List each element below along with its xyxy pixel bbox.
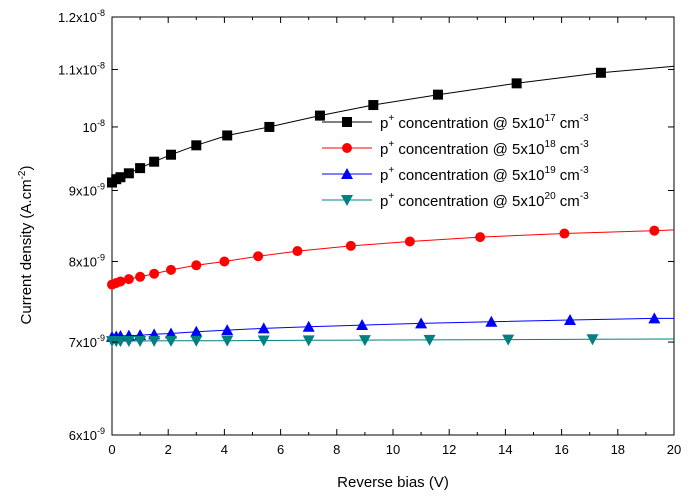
- legend-entry: p+ concentration @ 5x1017 cm-3: [322, 113, 589, 132]
- data-point: [358, 335, 371, 347]
- data-point: [648, 312, 661, 324]
- data-point: [302, 320, 315, 332]
- data-point: [221, 335, 234, 347]
- x-tick-label: 12: [442, 442, 456, 457]
- data-point: [115, 172, 126, 183]
- data-point: [292, 246, 303, 257]
- x-tick-label: 2: [165, 442, 172, 457]
- plot-area: [111, 16, 675, 436]
- legend-label: p+ concentration @ 5x1018 cm-3: [380, 139, 589, 158]
- x-tick-label: 18: [611, 442, 625, 457]
- y-tick-label: 10-8: [83, 118, 105, 135]
- legend-label: p+ concentration @ 5x1019 cm-3: [380, 165, 589, 184]
- data-point: [115, 276, 126, 287]
- data-point: [404, 236, 415, 247]
- data-point: [423, 334, 436, 346]
- series-line: [112, 338, 675, 342]
- y-tick-label: 8x10-9: [69, 253, 105, 270]
- series-layer: [106, 65, 675, 348]
- data-point: [257, 335, 270, 347]
- data-point: [264, 121, 275, 132]
- y-tick-label: 7x10-9: [69, 333, 105, 350]
- legend: p+ concentration @ 5x1017 cm-3 p+ concent…: [322, 113, 589, 210]
- data-point: [221, 324, 234, 336]
- y-tick-label: 9x10-9: [69, 181, 105, 198]
- data-point: [122, 336, 135, 348]
- x-tick-label: 10: [386, 442, 400, 457]
- data-point: [219, 256, 230, 267]
- data-point: [595, 67, 606, 78]
- data-point: [502, 334, 515, 346]
- series-2: [107, 225, 675, 290]
- legend-marker: [341, 168, 353, 179]
- plot-frame: [111, 16, 675, 436]
- axes-layer: 0 2 4 6 8 10 12 14 16 18 20 6x10-9 7x10-9 8x10-9 9x10-…: [58, 8, 681, 457]
- data-point: [165, 335, 178, 347]
- legend-label: p+ concentration @ 5x1017 cm-3: [380, 113, 589, 132]
- data-point: [191, 260, 202, 271]
- legend-marker: [342, 117, 352, 127]
- x-tick-label: 8: [333, 442, 340, 457]
- series-4: [106, 334, 675, 348]
- data-point: [135, 271, 146, 282]
- x-tick-label: 14: [498, 442, 512, 457]
- data-point: [114, 336, 127, 348]
- data-point: [368, 100, 379, 111]
- data-point: [123, 168, 134, 179]
- data-point: [511, 78, 522, 89]
- x-tick-label: 4: [221, 442, 228, 457]
- data-point: [148, 335, 161, 347]
- data-point: [134, 336, 147, 348]
- y-tick-label: 1.1x10-8: [58, 60, 105, 77]
- x-tick-label: 6: [277, 442, 284, 457]
- legend-label: p+ concentration @ 5x1020 cm-3: [380, 191, 589, 210]
- data-point: [314, 110, 325, 121]
- x-axis-label: Reverse bias (V): [337, 474, 449, 491]
- legend-marker: [341, 195, 353, 206]
- data-point: [166, 149, 177, 160]
- data-point: [415, 317, 428, 329]
- legend-entry: p+ concentration @ 5x1018 cm-3: [322, 139, 589, 158]
- data-point: [302, 335, 315, 347]
- data-point: [432, 89, 443, 100]
- y-axis-label: Current density (A.cm-2): [17, 166, 35, 325]
- legend-entry: p+ concentration @ 5x1019 cm-3: [322, 165, 589, 184]
- data-point: [190, 325, 203, 337]
- x-tick-label: 20: [667, 442, 681, 457]
- data-point: [149, 156, 160, 167]
- y-tick-label: 6x10-9: [69, 426, 105, 443]
- data-point: [475, 232, 486, 243]
- series-1: [107, 65, 675, 188]
- data-point: [559, 228, 570, 239]
- x-tick-label: 0: [108, 442, 115, 457]
- data-point: [191, 140, 202, 151]
- y-tick-label: 1.2x10-8: [58, 8, 105, 25]
- data-point: [356, 319, 369, 331]
- data-point: [485, 315, 498, 327]
- data-point: [149, 268, 160, 279]
- data-point: [135, 163, 146, 174]
- data-point: [649, 225, 660, 236]
- data-point: [253, 251, 264, 262]
- data-point: [345, 240, 356, 251]
- data-point: [586, 334, 599, 346]
- data-point: [564, 314, 577, 326]
- data-point: [166, 264, 177, 275]
- data-point: [190, 335, 203, 347]
- data-point: [222, 130, 233, 141]
- legend-entry: p+ concentration @ 5x1020 cm-3: [322, 191, 589, 210]
- legend-marker: [342, 143, 352, 153]
- data-point: [123, 274, 134, 285]
- data-point: [165, 327, 178, 339]
- x-tick-label: 16: [554, 442, 568, 457]
- series-line: [111, 229, 675, 286]
- data-point: [257, 322, 270, 334]
